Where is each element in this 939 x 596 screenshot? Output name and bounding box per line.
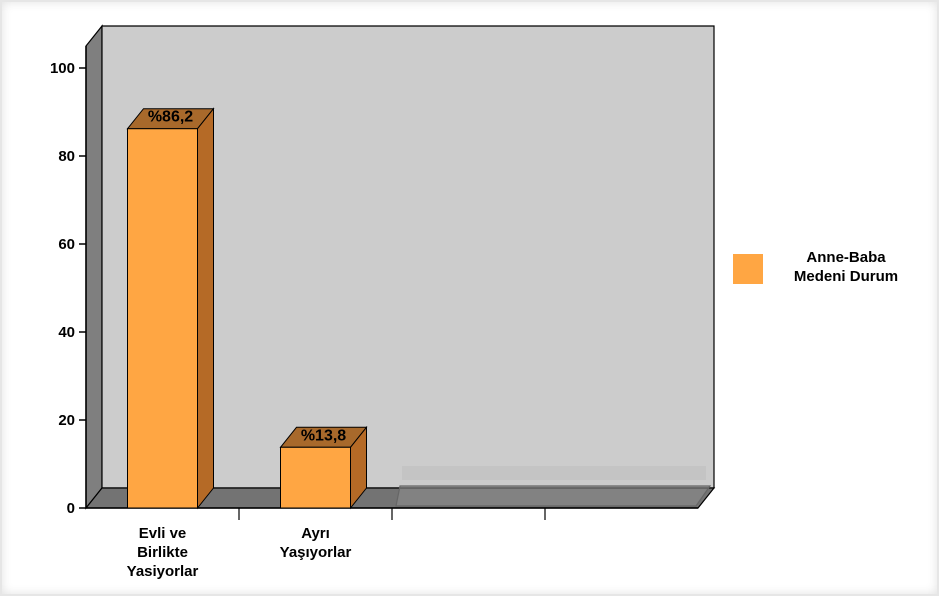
bar-data-label: %86,2 (148, 109, 193, 126)
y-axis-ticks: 0 20 40 60 80 100 (50, 60, 86, 517)
bar (126, 107, 215, 510)
empty-slot-shadow (402, 466, 706, 480)
bar-side-face (197, 107, 214, 510)
y-tick-label: 0 (67, 500, 75, 517)
y-tick-label: 100 (50, 60, 75, 77)
legend-swatch (733, 254, 763, 284)
category-label: Evli ve Birlikte Yasiyorlar (127, 525, 199, 580)
bar-front-face (127, 128, 198, 509)
bar (279, 425, 368, 510)
left-wall (85, 24, 103, 510)
empty-category-slot (395, 485, 712, 507)
bar-data-label: %13,8 (301, 427, 346, 444)
y-tick-label: 20 (58, 412, 75, 429)
category-labels: Evli ve Birlikte Yasiyorlar Ayrı Yaşıyorlar (127, 525, 352, 580)
bars (126, 107, 706, 510)
legend: Anne-Baba Medeni Durum (733, 249, 898, 285)
x-axis-ticks (238, 508, 546, 520)
y-tick-label: 80 (58, 148, 75, 165)
legend-label: Anne-Baba Medeni Durum (794, 249, 898, 285)
category-label: Ayrı Yaşıyorlar (280, 525, 352, 561)
y-tick-label: 60 (58, 236, 75, 253)
y-tick-label: 40 (58, 324, 75, 341)
bar-front-face (280, 446, 351, 509)
data-labels: %86,2 %13,8 (148, 109, 346, 445)
